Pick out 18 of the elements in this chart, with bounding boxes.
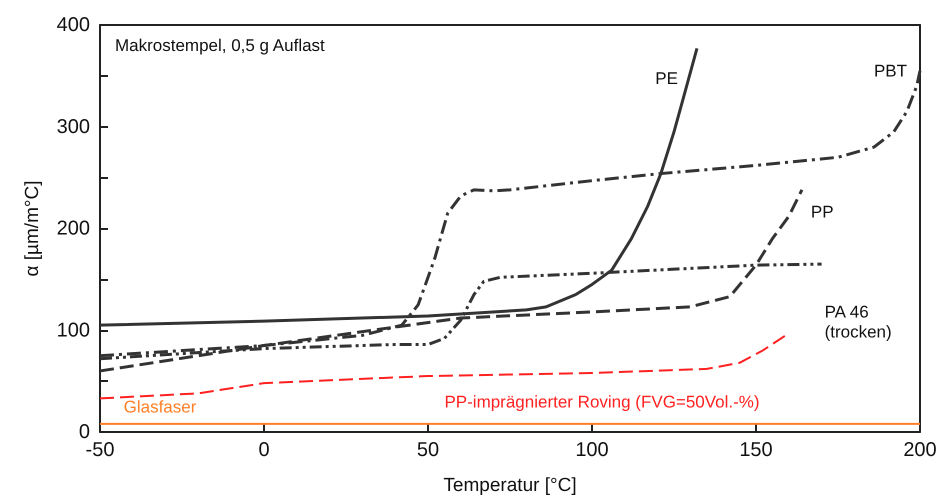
y-tick-label: 400 <box>56 14 90 36</box>
x-tick-label: 150 <box>739 439 773 461</box>
x-tick-label: 200 <box>903 439 937 461</box>
text: Makrostempel, 0,5 g Auflast <box>115 36 326 55</box>
y-tick-label: 200 <box>56 218 90 240</box>
y-axis-title: α [µm/m°C] <box>22 180 43 277</box>
series-label: PP <box>810 202 834 222</box>
series-label: Glasfaser <box>124 397 197 416</box>
x-tick-label: 0 <box>258 439 270 461</box>
series-label: PBT <box>874 61 907 80</box>
y-tick-label: 100 <box>56 319 90 342</box>
x-tick-label: 50 <box>416 439 440 461</box>
y-tick-label: 300 <box>56 116 90 138</box>
text: PA 46 (trocken) <box>824 302 892 342</box>
x-axis-title: Temperatur [°C] <box>443 475 577 496</box>
series-label: PE <box>655 68 678 88</box>
x-tick-label: 100 <box>575 439 609 461</box>
series-label: PP-imprägnierter Roving (FVG=50Vol.-%) <box>444 392 760 412</box>
